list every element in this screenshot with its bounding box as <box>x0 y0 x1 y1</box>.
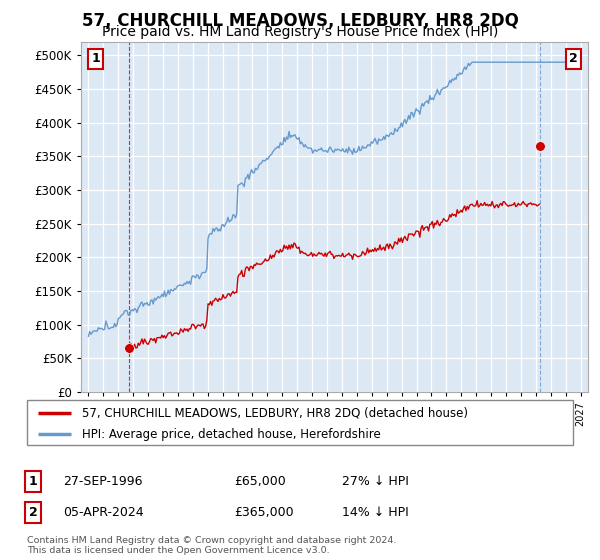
Text: 27% ↓ HPI: 27% ↓ HPI <box>342 475 409 488</box>
Text: 57, CHURCHILL MEADOWS, LEDBURY, HR8 2DQ (detached house): 57, CHURCHILL MEADOWS, LEDBURY, HR8 2DQ … <box>82 407 467 419</box>
Text: £365,000: £365,000 <box>234 506 293 519</box>
FancyBboxPatch shape <box>27 400 573 445</box>
Text: 14% ↓ HPI: 14% ↓ HPI <box>342 506 409 519</box>
Text: 1: 1 <box>29 475 37 488</box>
Text: 1: 1 <box>91 53 100 66</box>
Text: 27-SEP-1996: 27-SEP-1996 <box>63 475 143 488</box>
Text: Contains HM Land Registry data © Crown copyright and database right 2024.
This d: Contains HM Land Registry data © Crown c… <box>27 536 397 556</box>
Text: £65,000: £65,000 <box>234 475 286 488</box>
Text: 2: 2 <box>29 506 37 519</box>
Text: 05-APR-2024: 05-APR-2024 <box>63 506 143 519</box>
Text: 2: 2 <box>569 53 578 66</box>
Text: Price paid vs. HM Land Registry's House Price Index (HPI): Price paid vs. HM Land Registry's House … <box>102 25 498 39</box>
Text: HPI: Average price, detached house, Herefordshire: HPI: Average price, detached house, Here… <box>82 428 380 441</box>
Text: 57, CHURCHILL MEADOWS, LEDBURY, HR8 2DQ: 57, CHURCHILL MEADOWS, LEDBURY, HR8 2DQ <box>82 12 518 30</box>
